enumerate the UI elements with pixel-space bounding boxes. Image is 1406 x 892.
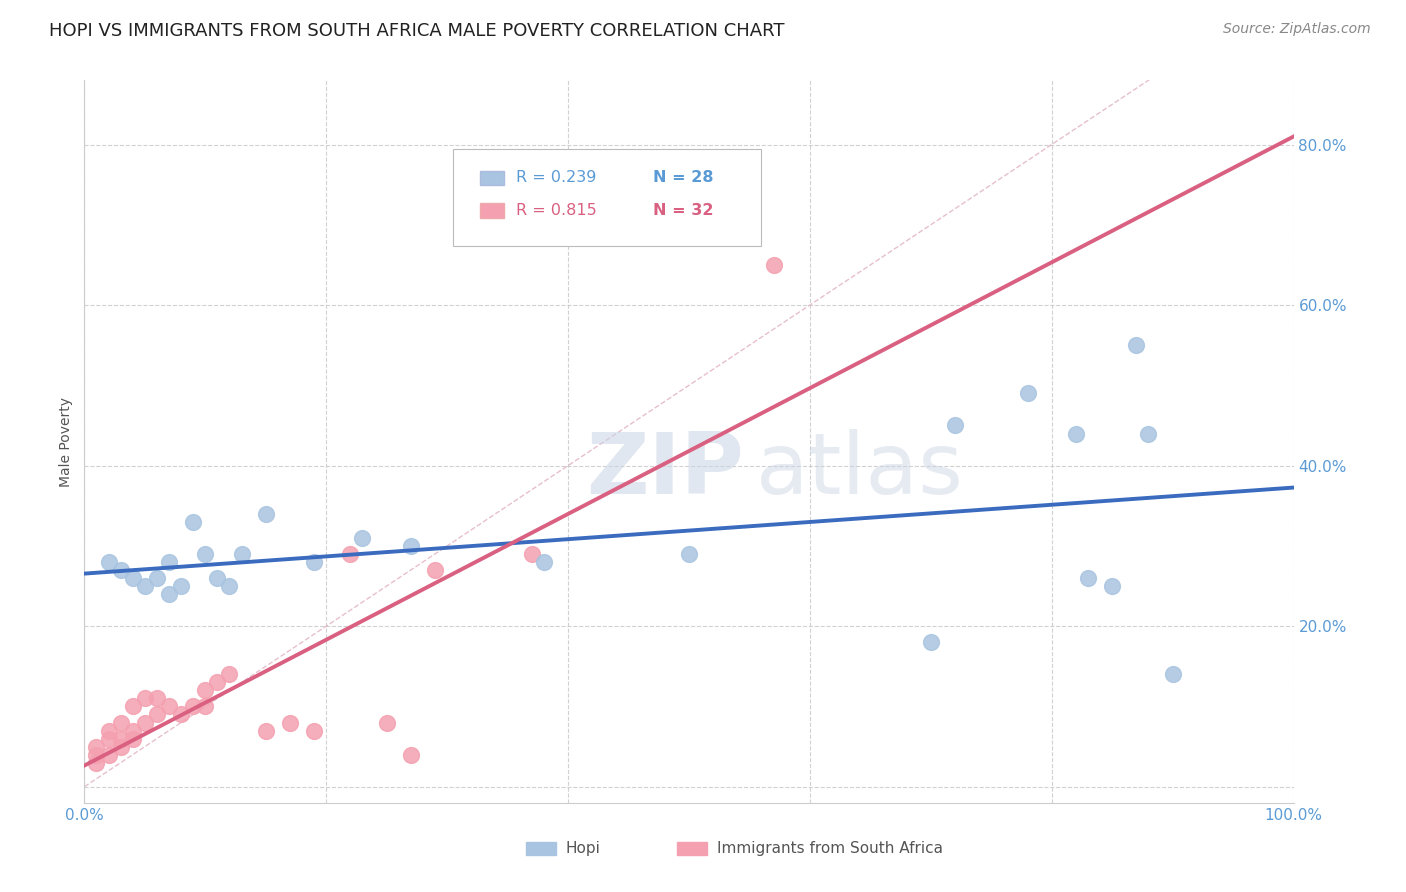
Point	[110, 563, 132, 577]
Point	[1161, 667, 1184, 681]
Point	[254, 507, 277, 521]
Point	[134, 579, 156, 593]
Point	[302, 555, 325, 569]
Point	[194, 547, 217, 561]
Point	[194, 699, 217, 714]
Point	[146, 691, 169, 706]
Point	[86, 739, 108, 754]
Bar	[479, 170, 503, 185]
Point	[762, 258, 785, 272]
Point	[1125, 338, 1147, 352]
Point	[943, 418, 966, 433]
Point	[1137, 426, 1160, 441]
Point	[1017, 386, 1039, 401]
Point	[278, 715, 301, 730]
Point	[97, 555, 120, 569]
Point	[121, 723, 143, 738]
Text: R = 0.815: R = 0.815	[516, 202, 596, 218]
Point	[134, 691, 156, 706]
Point	[170, 579, 193, 593]
Point	[97, 747, 120, 762]
Point	[181, 515, 204, 529]
Point	[218, 667, 240, 681]
Point	[920, 635, 942, 649]
Point	[302, 723, 325, 738]
Point	[86, 747, 108, 762]
Point	[121, 699, 143, 714]
Text: ZIP: ZIP	[586, 429, 744, 512]
Text: atlas: atlas	[755, 429, 963, 512]
Y-axis label: Male Poverty: Male Poverty	[59, 397, 73, 486]
Text: Hopi: Hopi	[565, 841, 600, 855]
Point	[1101, 579, 1123, 593]
FancyBboxPatch shape	[453, 149, 762, 246]
Point	[157, 555, 180, 569]
Point	[146, 707, 169, 722]
Text: N = 28: N = 28	[652, 170, 713, 186]
Point	[352, 531, 374, 545]
Point	[97, 731, 120, 746]
Point	[399, 539, 422, 553]
Point	[207, 571, 229, 585]
Bar	[479, 203, 503, 218]
Point	[121, 571, 143, 585]
Point	[134, 715, 156, 730]
Point	[520, 547, 543, 561]
Text: N = 32: N = 32	[652, 202, 713, 218]
Point	[181, 699, 204, 714]
Point	[375, 715, 398, 730]
Point	[110, 731, 132, 746]
Text: Immigrants from South Africa: Immigrants from South Africa	[717, 841, 943, 855]
Point	[339, 547, 361, 561]
Text: R = 0.239: R = 0.239	[516, 170, 596, 186]
Point	[157, 699, 180, 714]
Point	[533, 555, 555, 569]
Point	[97, 723, 120, 738]
Point	[399, 747, 422, 762]
Point	[110, 715, 132, 730]
Point	[1077, 571, 1099, 585]
Point	[157, 587, 180, 601]
Text: Source: ZipAtlas.com: Source: ZipAtlas.com	[1223, 22, 1371, 37]
Point	[207, 675, 229, 690]
Point	[146, 571, 169, 585]
Point	[254, 723, 277, 738]
Point	[231, 547, 253, 561]
Point	[678, 547, 700, 561]
Bar	[676, 842, 707, 855]
Point	[1064, 426, 1087, 441]
Text: HOPI VS IMMIGRANTS FROM SOUTH AFRICA MALE POVERTY CORRELATION CHART: HOPI VS IMMIGRANTS FROM SOUTH AFRICA MAL…	[49, 22, 785, 40]
Point	[86, 756, 108, 770]
Point	[121, 731, 143, 746]
Point	[170, 707, 193, 722]
Point	[218, 579, 240, 593]
Point	[110, 739, 132, 754]
Point	[194, 683, 217, 698]
Point	[423, 563, 446, 577]
Bar	[526, 842, 555, 855]
